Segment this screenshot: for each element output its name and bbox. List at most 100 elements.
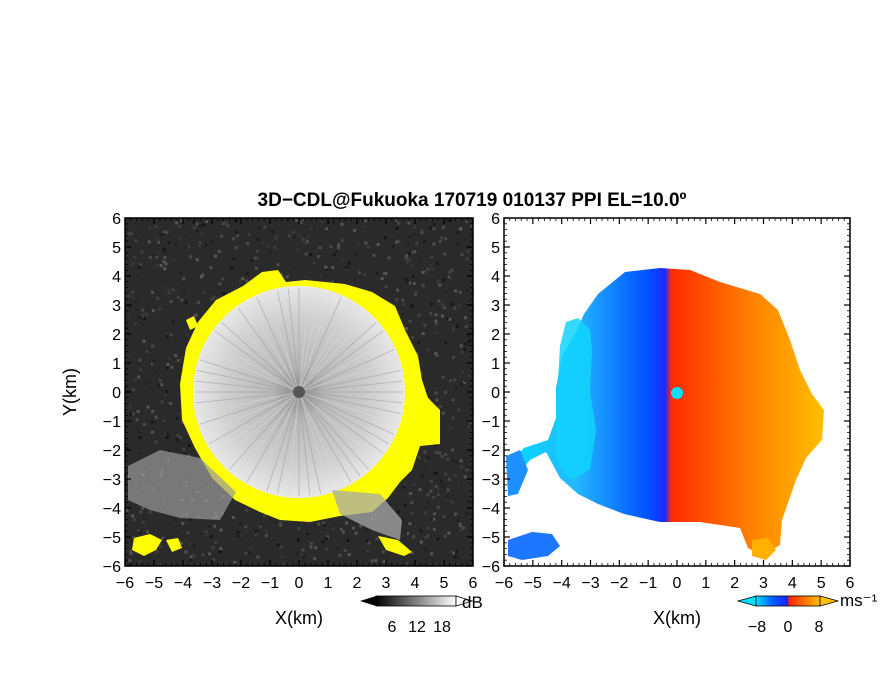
noise-speckle	[214, 540, 218, 544]
disk-streak	[298, 301, 352, 393]
noise-speckle	[168, 401, 172, 405]
velocity-x-tick-label: 1	[701, 575, 710, 592]
noise-speckle	[274, 544, 278, 548]
noise-speckle	[455, 550, 459, 554]
noise-speckle	[137, 265, 141, 269]
noise-speckle	[442, 298, 446, 302]
noise-speckle	[175, 417, 179, 421]
noise-speckle	[457, 303, 461, 307]
echo-patch-southwest	[132, 534, 162, 556]
chart-title: 3D−CDL@Fukuoka 170719 010137 PPI EL=10.0…	[258, 190, 687, 211]
noise-speckle	[166, 295, 170, 299]
noise-speckle	[165, 253, 169, 257]
noise-speckle	[325, 547, 329, 551]
noise-speckle	[432, 242, 436, 246]
noise-speckle	[454, 289, 458, 293]
noise-speckle	[238, 522, 242, 526]
disk-streak	[199, 391, 300, 425]
noise-speckle	[387, 256, 391, 260]
noise-speckle	[418, 488, 422, 492]
velocity-colorbar: ms⁻¹ −8 0 8	[736, 591, 878, 636]
disk-streak	[298, 290, 322, 393]
noise-speckle	[356, 241, 360, 245]
noise-speckle	[172, 258, 176, 262]
noise-speckle	[213, 524, 217, 528]
noise-speckle	[467, 250, 471, 254]
noise-speckle	[325, 256, 329, 260]
noise-speckle	[162, 232, 166, 236]
noise-speckle	[417, 340, 421, 344]
noise-speckle	[141, 506, 145, 510]
noise-speckle	[323, 274, 327, 278]
disk-streak	[203, 349, 300, 393]
noise-speckle	[263, 551, 267, 555]
noise-speckle	[179, 541, 183, 545]
noise-speckle	[201, 273, 205, 277]
noise-speckle	[411, 335, 415, 339]
snr-colorbar-right-arrow	[455, 595, 474, 607]
noise-speckle	[362, 224, 366, 228]
noise-speckle	[439, 378, 443, 382]
noise-speckle	[292, 235, 296, 239]
noise-speckle	[179, 436, 183, 440]
echo-patch-west	[186, 316, 198, 330]
noise-speckle	[240, 271, 244, 275]
noise-speckle	[359, 524, 363, 528]
noise-speckle	[131, 412, 135, 416]
noise-speckle	[146, 530, 150, 534]
noise-speckle	[457, 484, 461, 488]
noise-speckle	[324, 267, 328, 271]
noise-speckle	[436, 493, 440, 497]
noise-speckle	[200, 231, 204, 235]
snr-radial-texture	[195, 288, 403, 496]
echo-patch-southeast	[378, 536, 412, 556]
velocity-colorbar-ramp	[755, 595, 821, 607]
noise-speckle	[420, 230, 424, 234]
disk-streak	[298, 391, 361, 477]
noise-speckle	[466, 334, 470, 338]
echo-patch-southwest-2	[166, 538, 182, 552]
noise-speckle	[204, 530, 208, 534]
noise-speckle	[264, 529, 268, 533]
snr-y-axis-label: Y(km)	[60, 368, 80, 416]
noise-speckle	[134, 239, 138, 243]
noise-speckle	[173, 518, 177, 522]
noise-speckle	[174, 354, 178, 358]
noise-speckle	[464, 342, 468, 346]
noise-speckle	[463, 475, 467, 479]
noise-speckle	[165, 332, 169, 336]
clutter-southeast	[332, 490, 402, 540]
noise-speckle	[177, 383, 181, 387]
noise-speckle	[468, 538, 472, 542]
noise-speckle	[163, 249, 167, 253]
noise-speckle	[453, 512, 457, 516]
velocity-x-tick-label: −2	[610, 575, 628, 592]
noise-speckle	[450, 448, 454, 452]
noise-speckle	[417, 456, 421, 460]
noise-speckle	[370, 559, 374, 563]
noise-speckle	[287, 218, 291, 222]
noise-speckle	[281, 562, 285, 566]
noise-speckle	[168, 357, 172, 361]
noise-speckle	[397, 286, 401, 290]
noise-speckle	[471, 457, 473, 461]
noise-speckle	[202, 290, 206, 294]
noise-speckle	[428, 371, 432, 375]
noise-speckle	[395, 240, 399, 244]
disk-streak	[195, 391, 300, 404]
noise-speckle	[162, 247, 166, 251]
noise-speckle	[128, 225, 132, 229]
noise-speckle	[155, 550, 159, 554]
noise-speckle	[132, 535, 136, 539]
noise-speckle	[337, 246, 341, 250]
noise-speckle	[466, 288, 470, 292]
velocity-colorbar-tick-2: 0	[784, 619, 793, 636]
noise-speckle	[465, 465, 469, 469]
velocity-x-tick-label: 0	[673, 575, 682, 592]
noise-speckle	[448, 317, 452, 321]
disk-streak	[197, 391, 300, 415]
noise-speckle	[127, 232, 131, 236]
noise-speckle	[279, 545, 283, 549]
noise-speckle	[313, 557, 317, 561]
snr-x-tick-label: 4	[411, 575, 420, 592]
